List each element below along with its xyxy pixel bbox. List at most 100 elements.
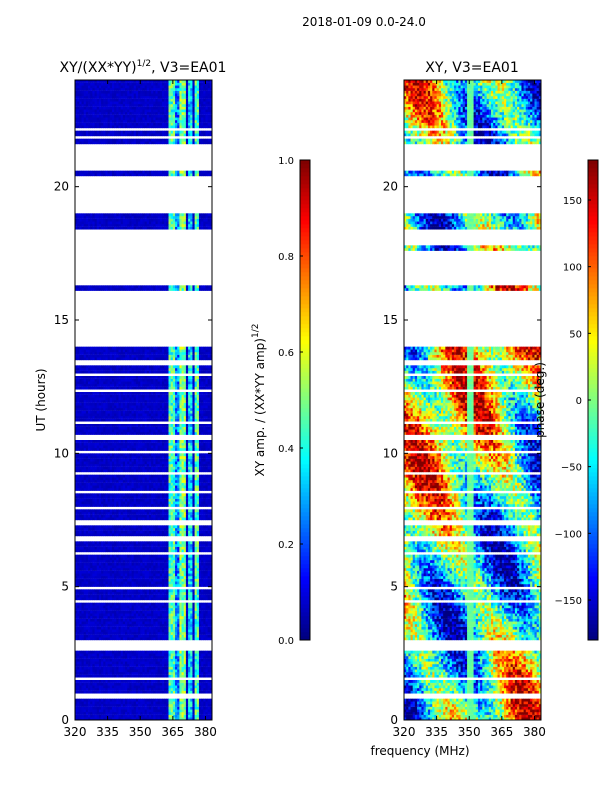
heatmap-cell (190, 706, 193, 710)
heatmap-cell (142, 629, 145, 633)
heatmap-cell (201, 674, 204, 678)
heatmap-cell (79, 709, 82, 713)
heatmap-cell (166, 714, 169, 718)
heatmap-cell (168, 658, 172, 662)
heatmap-cell (157, 634, 161, 638)
heatmap-cell (168, 661, 172, 665)
heatmap-cell (172, 624, 176, 627)
heatmap-cell (177, 688, 180, 691)
heatmap-cell (196, 717, 200, 721)
heatmap-cell (179, 637, 182, 641)
heatmap-cell (81, 680, 85, 683)
heatmap-cell (188, 664, 191, 667)
heatmap-cell (161, 669, 165, 673)
heatmap-cell (196, 685, 200, 689)
heatmap-cell (109, 650, 113, 654)
heatmap-cell (103, 661, 106, 665)
heatmap-cell (179, 626, 182, 630)
heatmap-cell (142, 658, 145, 662)
heatmap-cell (170, 717, 174, 721)
heatmap-cell (114, 680, 117, 683)
heatmap-cell (96, 704, 100, 707)
heatmap-cell (107, 629, 111, 633)
heatmap-cell (157, 666, 161, 670)
heatmap-cell (148, 690, 152, 694)
heatmap-cell (90, 616, 93, 619)
heatmap-cell (155, 701, 159, 705)
heatmap-cell (157, 674, 161, 678)
heatmap-cell (183, 672, 187, 675)
heatmap-cell (157, 632, 161, 635)
heatmap-cell (151, 664, 154, 667)
heatmap-cell (209, 658, 213, 662)
heatmap-cell (109, 653, 113, 657)
heatmap-cell (105, 690, 109, 694)
heatmap-cell (157, 709, 161, 713)
heatmap-cell (107, 634, 111, 638)
heatmap-cell (77, 672, 80, 675)
heatmap-cell (131, 682, 135, 686)
heatmap-cell (153, 616, 156, 619)
heatmap-cell (90, 653, 93, 657)
heatmap-cell (183, 650, 187, 654)
heatmap-cell (157, 682, 161, 686)
heatmap-cell (127, 714, 130, 718)
heatmap-cell (135, 661, 139, 665)
heatmap-cell (96, 664, 100, 667)
heatmap-cell (133, 653, 137, 657)
heatmap-cell (172, 661, 176, 665)
heatmap-cell (129, 634, 132, 638)
heatmap-cell (116, 706, 119, 710)
heatmap-cell (209, 704, 213, 707)
heatmap-cell (144, 698, 148, 702)
heatmap-cell (131, 634, 135, 638)
heatmap-cell (192, 706, 195, 710)
heatmap-cell (157, 664, 161, 667)
heatmap-cell (201, 672, 204, 675)
heatmap-cell (203, 714, 206, 718)
heatmap-cell (122, 616, 126, 619)
heatmap-cell (164, 701, 167, 705)
heatmap-cell (118, 634, 122, 638)
heatmap-cell (105, 706, 109, 710)
heatmap-cell (105, 658, 109, 662)
heatmap-cell (118, 709, 122, 713)
heatmap-cell (98, 685, 102, 689)
heatmap-cell (168, 680, 172, 683)
heatmap-cell (198, 626, 202, 630)
heatmap-cell (101, 669, 104, 673)
heatmap-cell (201, 656, 204, 659)
heatmap-cell (79, 698, 82, 702)
heatmap-cell (166, 701, 169, 705)
heatmap-cell (168, 672, 172, 675)
heatmap-cell (144, 682, 148, 686)
heatmap-cell (92, 653, 95, 657)
heatmap-cell (103, 704, 106, 707)
heatmap-cell (140, 706, 143, 710)
heatmap-cell (166, 704, 169, 707)
heatmap-cell (109, 624, 113, 627)
heatmap-cell (142, 634, 145, 638)
heatmap-cell (205, 637, 209, 641)
heatmap-cell (81, 685, 85, 689)
heatmap-cell (122, 706, 126, 710)
heatmap-cell (75, 650, 78, 654)
heatmap-cell (172, 650, 176, 654)
heatmap-cell (161, 680, 165, 683)
heatmap-cell (166, 637, 169, 641)
heatmap-cell (77, 632, 80, 635)
heatmap-cell (88, 632, 91, 635)
heatmap-cell (161, 688, 165, 691)
heatmap-cell (114, 666, 117, 670)
heatmap-cell (83, 621, 87, 625)
heatmap-cell (164, 674, 167, 678)
heatmap-cell (159, 674, 163, 678)
heatmap-cell (131, 621, 135, 625)
heatmap-cell (120, 672, 124, 675)
heatmap-cell (131, 709, 135, 713)
heatmap-cell (125, 714, 128, 718)
heatmap-cell (101, 624, 104, 627)
heatmap-cell (205, 706, 209, 710)
heatmap-cell (201, 658, 204, 662)
heatmap-cell (144, 664, 148, 667)
